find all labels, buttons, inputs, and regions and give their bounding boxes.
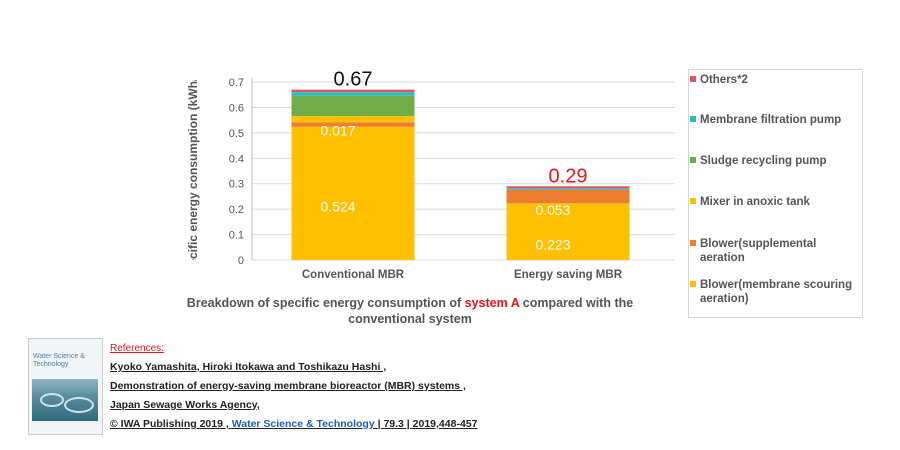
legend-item: Others*2 (689, 73, 862, 87)
y-tick-label: 0.1 (229, 230, 244, 242)
chart-caption: Breakdown of specific energy consumption… (170, 295, 650, 327)
legend-item: Sludge recycling pump (689, 154, 862, 168)
legend-swatch (690, 116, 696, 122)
legend-swatch (690, 76, 696, 82)
bar-segment (291, 89, 415, 93)
y-tick-label: 0.7 (229, 77, 244, 89)
y-tick-label: 0.2 (229, 204, 244, 216)
bar-segment (291, 122, 415, 127)
legend-label: Blower(supplemental aeration (700, 238, 817, 264)
bar-segment (506, 188, 630, 190)
reference-citation: © IWA Publishing 2019 , Water Science & … (110, 417, 477, 432)
bar-segment (506, 186, 630, 189)
references: References: Kyoko Yamashita, Hiroki Itok… (110, 343, 477, 436)
legend-swatch (690, 281, 696, 287)
svg-text:Specific energy consumption (k: Specific energy consumption (kWh/m³) (186, 80, 200, 260)
legend-item: Mixer in anoxic tank (689, 195, 862, 209)
y-tick-label: 0.4 (229, 153, 244, 165)
cover-photo (32, 379, 98, 421)
legend-swatch (690, 157, 696, 163)
x-tick-label: Energy saving MBR (514, 269, 623, 281)
reference-title: Demonstration of energy-saving membrane … (110, 380, 466, 392)
bar-chart: 0 0.1 0.2 0.3 0.4 0.5 0.6 0.7 Conventional MBR 0.… (229, 69, 675, 281)
data-label: 0.053 (535, 202, 570, 218)
y-tick-label: 0 (238, 255, 244, 267)
legend-item: Membrane filtration pump (689, 113, 862, 127)
bar-total-label: 0.29 (549, 165, 588, 187)
legend-label: Mixer in anoxic tank (700, 196, 810, 208)
bar-segment (506, 203, 630, 260)
y-axis-title: Specific energy consumption (kWh/m³) (178, 59, 228, 281)
legend-label: Others*2 (700, 74, 748, 86)
y-tick-label: 0.6 (229, 102, 244, 114)
bar-segment (291, 95, 415, 117)
references-heading: References: (110, 343, 164, 354)
caption-text: Breakdown of specific energy consumption… (186, 296, 465, 310)
data-label: 0.223 (535, 237, 570, 253)
journal-cover-image: Water Science & Technology (28, 338, 103, 435)
cover-title: Water Science & Technology (33, 353, 85, 368)
legend-label: Membrane filtration pump (700, 114, 842, 126)
x-tick-label: Conventional MBR (302, 269, 405, 281)
bar-segment (506, 189, 630, 204)
reference-issue: | 79.3 | 2019,448-457 (374, 418, 478, 430)
y-tick-label: 0.3 (229, 179, 244, 191)
bar-total-label: 0.67 (334, 69, 373, 91)
bar-segment (291, 116, 415, 123)
data-label: 0.524 (320, 199, 355, 215)
legend-item: Blower(membrane scouring aeration) (689, 278, 862, 306)
legend-label: Sludge recycling pump (700, 155, 827, 167)
legend-swatch (690, 198, 696, 204)
reference-agency: Japan Sewage Works Agency, (110, 399, 260, 411)
legend-swatch (690, 240, 696, 246)
data-label: 0.017 (320, 122, 355, 138)
legend: Others*2 Membrane filtration pump Sludge r… (688, 69, 863, 318)
reference-authors: Kyoko Yamashita, Hiroki Itokawa and Tosh… (110, 361, 387, 373)
bar-segment (291, 92, 415, 96)
caption-text-end: compared with the conventional system (348, 296, 634, 326)
reference-journal-link[interactable]: Water Science & Technology (231, 418, 375, 430)
y-tick-label: 0.5 (229, 128, 244, 140)
bar-segment (291, 126, 415, 260)
legend-item: Blower(supplemental aeration (689, 237, 862, 265)
legend-label: Blower(membrane scouring aeration) (700, 279, 853, 305)
reference-publisher: © IWA Publishing 2019 , (110, 418, 232, 430)
caption-highlight: system A (464, 296, 520, 310)
